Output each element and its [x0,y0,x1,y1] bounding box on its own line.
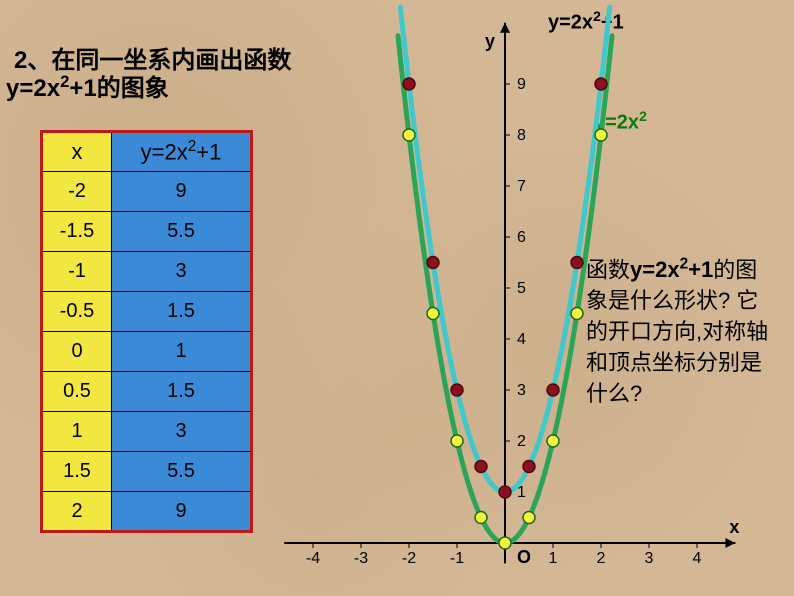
table-cell-x: 2 [42,492,112,532]
table-cell-y: 3 [112,252,252,292]
table-header-y: y=2x2+1 [112,132,252,172]
table-row: -1.55.5 [42,212,252,252]
table-cell-x: -0.5 [42,292,112,332]
svg-text:5: 5 [517,280,526,297]
points_green [547,435,559,447]
points_green [427,308,439,320]
table-cell-y: 9 [112,492,252,532]
table-row: 01 [42,332,252,372]
svg-text:-3: -3 [354,550,368,567]
svg-text:y: y [485,31,495,51]
table-row: 0.51.5 [42,372,252,412]
points_red [499,486,511,498]
points_green [523,512,535,524]
svg-text:2: 2 [517,433,526,450]
table-cell-y: 1.5 [112,292,252,332]
table-cell-x: -1 [42,252,112,292]
table-row: -0.51.5 [42,292,252,332]
table-cell-x: 1.5 [42,452,112,492]
table-cell-y: 5.5 [112,452,252,492]
points_red [595,78,607,90]
points_green [451,435,463,447]
table-cell-y: 1 [112,332,252,372]
table-row: 1.55.5 [42,452,252,492]
table-cell-x: -2 [42,172,112,212]
svg-text:3: 3 [517,382,526,399]
svg-text:4: 4 [693,550,702,567]
svg-text:7: 7 [517,178,526,195]
table-header-x: x [42,132,112,172]
table-row: -13 [42,252,252,292]
points_red [475,461,487,473]
points_red [451,384,463,396]
table-cell-y: 1.5 [112,372,252,412]
points_red [547,384,559,396]
points_red [523,461,535,473]
table-cell-y: 5.5 [112,212,252,252]
svg-text:-4: -4 [306,550,320,567]
table-cell-x: 1 [42,412,112,452]
points_green [499,537,511,549]
table-cell-x: 0.5 [42,372,112,412]
svg-text:8: 8 [517,127,526,144]
points_green [403,129,415,141]
svg-text:2: 2 [597,550,606,567]
svg-text:-1: -1 [450,550,464,567]
table-cell-y: 9 [112,172,252,212]
svg-text:x: x [729,517,739,537]
svg-text:6: 6 [517,229,526,246]
points_red [403,78,415,90]
table-row: 29 [42,492,252,532]
points_red [571,257,583,269]
svg-text:-2: -2 [402,550,416,567]
svg-text:1: 1 [549,550,558,567]
table-cell-x: 0 [42,332,112,372]
table-row: -29 [42,172,252,212]
table-row: 13 [42,412,252,452]
points_green [475,512,487,524]
values-table: x y=2x2+1 -29-1.55.5-13-0.51.5010.51.513… [40,130,253,533]
svg-text:O: O [517,547,531,567]
svg-text:9: 9 [517,76,526,93]
parabola-chart: -4-3-2-11234123456789Oxy [280,4,790,592]
title-line2: y=2x2+1的图象 [6,68,169,103]
points_green [571,308,583,320]
points_red [427,257,439,269]
points_green [595,129,607,141]
svg-text:4: 4 [517,331,526,348]
table-cell-y: 3 [112,412,252,452]
table-cell-x: -1.5 [42,212,112,252]
svg-text:3: 3 [645,550,654,567]
